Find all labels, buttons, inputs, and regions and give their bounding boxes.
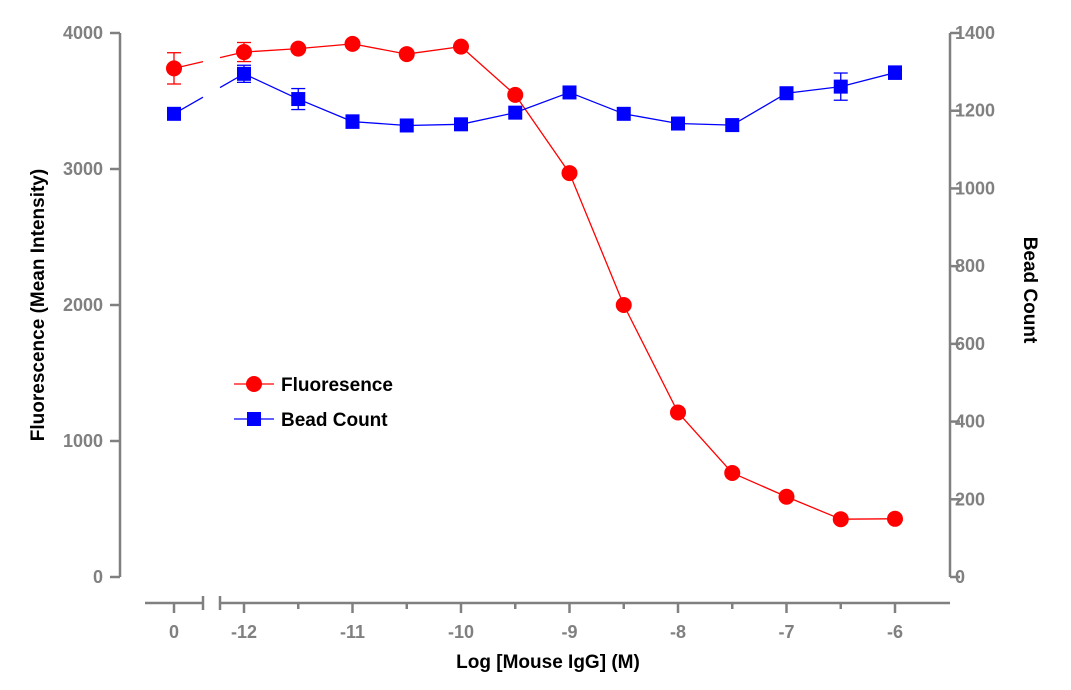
series-line-segment xyxy=(568,172,625,306)
data-point-fluoresence xyxy=(290,40,307,57)
series-line-segment xyxy=(569,91,624,115)
series-line-segment xyxy=(786,85,841,94)
series-line-segment xyxy=(515,91,570,114)
data-point-fluoresence xyxy=(236,44,252,61)
data-point-fluoresence xyxy=(832,511,849,528)
series-line-segment xyxy=(243,47,299,53)
x-tick-label: -8 xyxy=(670,622,686,642)
series-fluoresence xyxy=(166,35,903,528)
legend-item-bead-count: Bead Count xyxy=(234,410,388,431)
right-tick-label: 1200 xyxy=(955,101,995,121)
data-point-bead-count xyxy=(888,65,902,80)
legend: Fluoresence Bead Count xyxy=(234,375,393,431)
right-tick-label: 800 xyxy=(955,256,985,276)
series-line-segment xyxy=(352,120,407,127)
legend-marker-fluoresence xyxy=(246,376,262,392)
series-line-segment xyxy=(298,98,353,123)
data-point-fluoresence xyxy=(615,297,632,313)
series-line-segment xyxy=(731,472,787,498)
series-line-segment xyxy=(460,46,516,96)
plot-area: 0 1000 2000 3000 4000 0 200 400 600 800 1000 1200 1… xyxy=(63,23,995,642)
data-point-bead-count xyxy=(291,92,306,107)
series-line-segment xyxy=(786,496,841,520)
series-line-segment xyxy=(514,94,571,174)
right-tick-label: 1000 xyxy=(955,178,995,198)
series-line-segment xyxy=(352,43,407,55)
x-tick-label: -12 xyxy=(231,622,257,642)
series-line-segment xyxy=(460,112,516,125)
series-line-segment xyxy=(677,122,733,126)
data-point-bead-count xyxy=(454,117,468,132)
x-tick-label: -9 xyxy=(561,622,577,642)
x-tick-label: 0 xyxy=(169,622,179,642)
right-tick-label: 1400 xyxy=(955,23,995,43)
series-layer xyxy=(166,35,903,528)
data-point-bead-count xyxy=(833,79,848,94)
data-point-fluoresence xyxy=(887,510,903,527)
left-tick-label: 0 xyxy=(93,567,103,587)
left-y-ticks: 0 1000 2000 3000 4000 xyxy=(63,23,120,587)
data-point-bead-count xyxy=(616,106,631,121)
x-axis-title: Log [Mouse IgG] (M) xyxy=(456,652,640,673)
y-axis-title-left: Fluorescence (Mean Intensity) xyxy=(28,169,49,441)
left-tick-label: 2000 xyxy=(63,295,103,315)
left-tick-label: 4000 xyxy=(63,23,103,43)
legend-label-fluoresence: Fluoresence xyxy=(281,375,393,396)
series-line-segment xyxy=(406,123,462,127)
data-point-fluoresence xyxy=(561,165,578,182)
series-bead-count xyxy=(167,64,902,133)
left-tick-label: 1000 xyxy=(63,431,103,451)
x-tick-label: -7 xyxy=(778,622,794,642)
series-line-segment xyxy=(677,412,733,474)
data-point-bead-count xyxy=(167,106,181,121)
left-tick-label: 3000 xyxy=(63,159,103,179)
data-point-fluoresence xyxy=(344,35,361,52)
series-line-segment xyxy=(243,73,299,100)
data-point-bead-count xyxy=(508,105,523,120)
series-line-segment xyxy=(623,113,679,125)
series-line-segment xyxy=(731,92,787,126)
legend-item-fluoresence: Fluoresence xyxy=(234,375,393,396)
series-line-segment xyxy=(840,72,896,88)
data-point-bead-count xyxy=(725,118,740,133)
data-point-fluoresence xyxy=(670,404,686,421)
data-point-fluoresence xyxy=(778,488,795,505)
legend-marker-bead-count xyxy=(247,412,261,426)
data-point-bead-count xyxy=(237,66,251,81)
right-tick-label: 200 xyxy=(955,489,985,509)
right-tick-label: 600 xyxy=(955,334,985,354)
x-tick-label: -11 xyxy=(340,622,365,642)
series-line-segment xyxy=(406,45,462,55)
data-point-bead-count xyxy=(779,86,794,101)
series-line-segment xyxy=(623,304,679,413)
data-point-fluoresence xyxy=(398,46,415,63)
data-point-fluoresence xyxy=(507,86,524,103)
legend-label-bead-count: Bead Count xyxy=(281,410,388,431)
data-point-fluoresence xyxy=(453,38,469,55)
x-ticks: 0 -12 -11 -10 -9 -8 -7 -6 xyxy=(169,603,903,642)
x-tick-label: -6 xyxy=(887,622,903,642)
data-point-bead-count xyxy=(399,118,414,133)
series-line-segment xyxy=(298,43,353,50)
data-point-fluoresence xyxy=(166,60,182,77)
right-y-ticks: 0 200 400 600 800 1000 1200 1400 xyxy=(950,23,995,587)
x-tick-label: -10 xyxy=(448,622,474,642)
data-point-fluoresence xyxy=(724,464,741,481)
right-tick-label: 0 xyxy=(955,567,965,587)
data-point-bead-count xyxy=(345,114,360,129)
data-point-bead-count xyxy=(671,116,685,131)
right-tick-label: 400 xyxy=(955,412,985,432)
data-point-bead-count xyxy=(562,85,577,100)
y-axis-title-right: Bead Count xyxy=(1019,237,1040,344)
